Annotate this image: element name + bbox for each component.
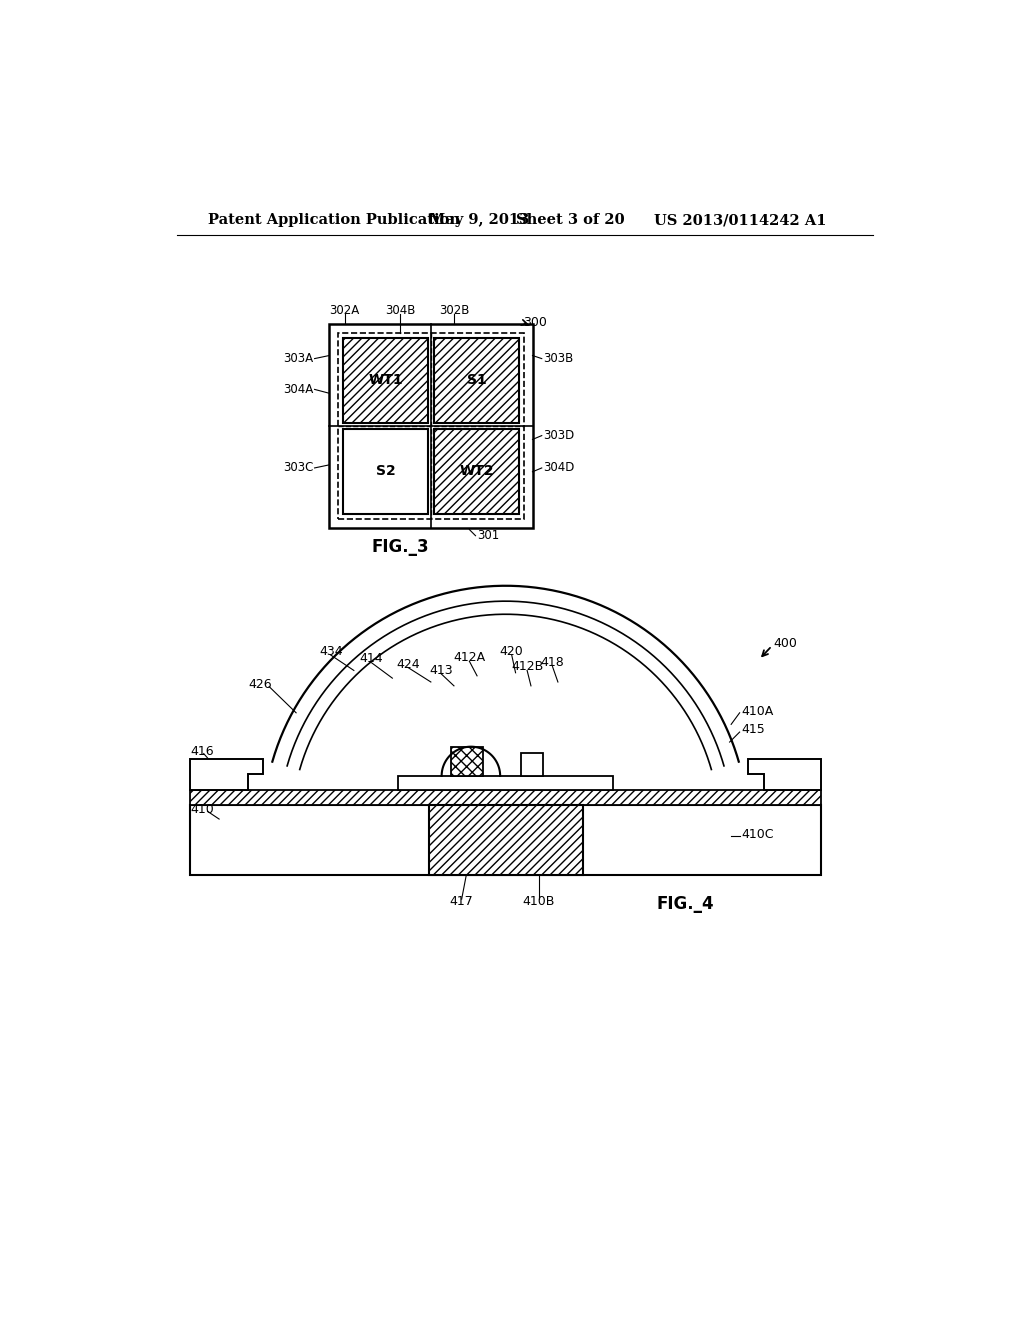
Text: 302A: 302A [330, 305, 359, 317]
Bar [343, 429, 428, 515]
Text: 400: 400 [773, 638, 798, 649]
Bar [434, 338, 519, 422]
Bar [429, 805, 583, 875]
Text: 415: 415 [741, 723, 765, 737]
Text: 434: 434 [318, 644, 343, 657]
Text: May 9, 2013: May 9, 2013 [429, 213, 529, 227]
Text: 410A: 410A [741, 705, 773, 718]
Polygon shape [749, 759, 821, 789]
Text: US 2013/0114242 A1: US 2013/0114242 A1 [654, 213, 826, 227]
Text: 303D: 303D [544, 429, 574, 442]
Text: 303C: 303C [283, 462, 313, 474]
Text: WT2: WT2 [460, 465, 494, 478]
Text: 303B: 303B [544, 352, 573, 366]
Text: S2: S2 [376, 465, 395, 478]
Bar [521, 752, 543, 776]
Text: 300: 300 [523, 315, 547, 329]
Text: FIG._4: FIG._4 [656, 895, 714, 912]
Bar [343, 338, 428, 422]
Text: 424: 424 [396, 657, 420, 671]
Text: Patent Application Publication: Patent Application Publication [208, 213, 460, 227]
Bar [189, 789, 821, 805]
Text: 417: 417 [450, 895, 473, 908]
Text: 301: 301 [477, 529, 500, 543]
Text: 416: 416 [190, 744, 214, 758]
Text: Sheet 3 of 20: Sheet 3 of 20 [515, 213, 625, 227]
Text: 304A: 304A [283, 383, 313, 396]
Text: 410B: 410B [522, 895, 555, 908]
Bar [397, 776, 613, 789]
Polygon shape [189, 759, 263, 789]
Text: 410C: 410C [741, 828, 774, 841]
Text: WT1: WT1 [368, 374, 402, 387]
Text: 304D: 304D [544, 462, 574, 474]
Bar [189, 805, 821, 875]
Text: 412B: 412B [511, 660, 544, 673]
Text: 303A: 303A [283, 352, 313, 366]
Bar [451, 747, 483, 776]
Text: S1: S1 [467, 374, 486, 387]
Text: 414: 414 [359, 652, 383, 665]
Text: 304B: 304B [385, 305, 416, 317]
Text: 418: 418 [541, 656, 564, 669]
Text: 413: 413 [429, 664, 453, 677]
Bar [339, 333, 524, 519]
Text: 410: 410 [190, 803, 214, 816]
Text: 426: 426 [248, 677, 271, 690]
Bar [330, 323, 534, 528]
Text: 412A: 412A [454, 651, 485, 664]
Text: 302B: 302B [438, 305, 469, 317]
Bar [434, 429, 519, 515]
Text: FIG._3: FIG._3 [372, 539, 429, 556]
Text: 420: 420 [500, 644, 523, 657]
